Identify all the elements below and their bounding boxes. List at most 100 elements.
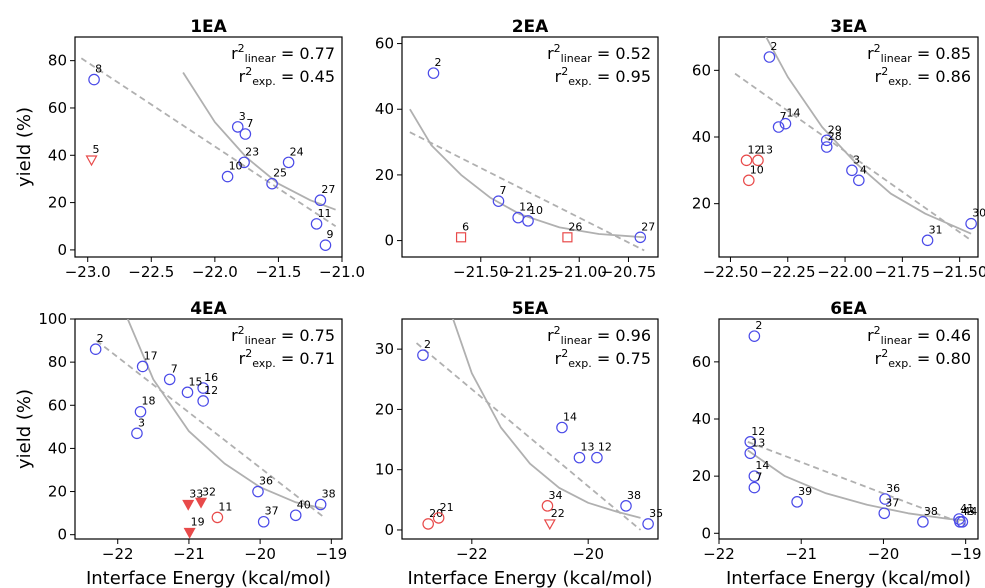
x-tick-label: −21.25 [502,263,558,281]
x-tick-label: −21.00 [551,263,607,281]
y-tick-label: 60 [692,353,711,371]
data-point [238,156,250,169]
point-label: 10 [529,204,543,217]
r2-linear: r2linear = 0.96 [547,324,651,347]
data-point [620,500,632,512]
point-label: 26 [568,220,582,233]
data-point [163,373,176,386]
data-point [310,218,323,230]
data-point [846,164,858,177]
point-label: 36 [259,475,273,488]
x-tick-label: −21.50 [453,263,509,281]
exp-fit-curve [747,449,966,522]
r2-exp: r2exp. = 0.80 [875,347,971,370]
data-point [257,515,270,528]
point-label: 9 [326,228,333,241]
data-point [965,217,977,230]
data-point [314,498,327,511]
data-point [853,174,865,187]
chart-title: 4EA [190,299,227,319]
y-tick-label: 100 [38,310,67,328]
data-point [779,117,792,130]
point-label: 14 [755,459,769,472]
y-tick-label: 60 [375,35,394,53]
chart-title: 5EA [512,299,549,319]
data-point [522,215,534,227]
data-point [221,170,234,183]
data-point [642,518,654,530]
point-label: 10 [229,160,243,173]
data-point [422,518,434,530]
point-label: 13 [580,441,594,454]
exp-fit-curve [765,37,972,235]
point-label: 30 [972,207,985,220]
point-label: 37 [265,505,279,518]
data-point [314,194,327,207]
r2-linear: r2linear = 0.77 [231,42,335,65]
point-label: 2 [424,338,431,351]
axes-frame [74,318,343,540]
data-point [136,360,149,373]
linear-fit-line [747,441,966,526]
x-tick-label: −19 [950,545,982,563]
x-tick-label: −21.0 [319,263,365,281]
y-tick-label: 40 [48,146,67,164]
y-tick-label: 20 [48,483,67,501]
y-tick-label: 60 [48,99,67,117]
y-tick-label: 20 [48,194,67,212]
y-tick-label: 20 [375,166,394,184]
data-point [556,421,568,434]
point-label: 15 [188,375,202,388]
axes-frame [74,36,343,258]
x-tick-label: −19 [315,545,347,563]
data-point [197,395,209,407]
chart-5EA: 5EA −22 −20 0 10 20 30 Interface Energy (kcal/m… [375,299,663,588]
data-point [427,67,440,79]
exp-fit-curve [182,72,336,211]
r2-exp: r2exp. = 0.95 [555,65,651,88]
point-label: 41 [960,502,974,515]
x-axis-label: Interface Energy (kcal/mol) [726,568,971,588]
r2-exp: r2exp. = 0.71 [239,347,335,370]
r2-linear: r2linear = 0.75 [231,324,335,347]
y-tick-label: 0 [384,521,394,539]
data-point [252,485,264,498]
x-tick-label: −21 [785,545,817,563]
data-point [541,500,554,512]
data-point [195,497,208,509]
y-tick-label: 20 [692,195,711,213]
y-tick-label: 30 [375,340,394,358]
y-tick-label: 60 [48,396,67,414]
point-label: 2 [97,332,104,345]
y-tick-label: 0 [57,241,67,259]
data-point [573,451,586,464]
point-label: 12 [519,201,533,214]
chart-title: 1EA [190,17,227,37]
point-label: 17 [144,349,158,362]
point-label: 13 [751,436,765,449]
y-tick-label: 80 [48,52,67,70]
point-label: 22 [551,507,565,520]
data-point [921,234,934,247]
exp-fit-curve [409,108,645,239]
y-tick-label: 40 [692,128,711,146]
r2-linear: r2linear = 0.46 [867,324,971,347]
point-label: 39 [798,485,812,498]
point-label: 3 [853,153,860,166]
x-tick-label: −21 [173,545,205,563]
linear-fit-line [734,72,972,242]
data-point [752,154,764,167]
point-label: 2 [435,56,442,69]
exp-fit-curve [126,319,325,510]
data-point [134,405,147,418]
point-label: 14 [786,107,800,120]
point-label: 3 [138,416,145,429]
data-point [282,156,295,169]
data-point [182,499,195,511]
linear-fit-line [409,131,645,252]
chart-3EA: 3EA −22.50 −22.25 −22.00 −21.75 −21.50 20 40 60 2… [692,17,985,281]
data-point [820,141,833,153]
exp-fit-curve [452,319,641,519]
point-label: 10 [750,163,764,176]
y-tick-label: 0 [57,526,67,544]
